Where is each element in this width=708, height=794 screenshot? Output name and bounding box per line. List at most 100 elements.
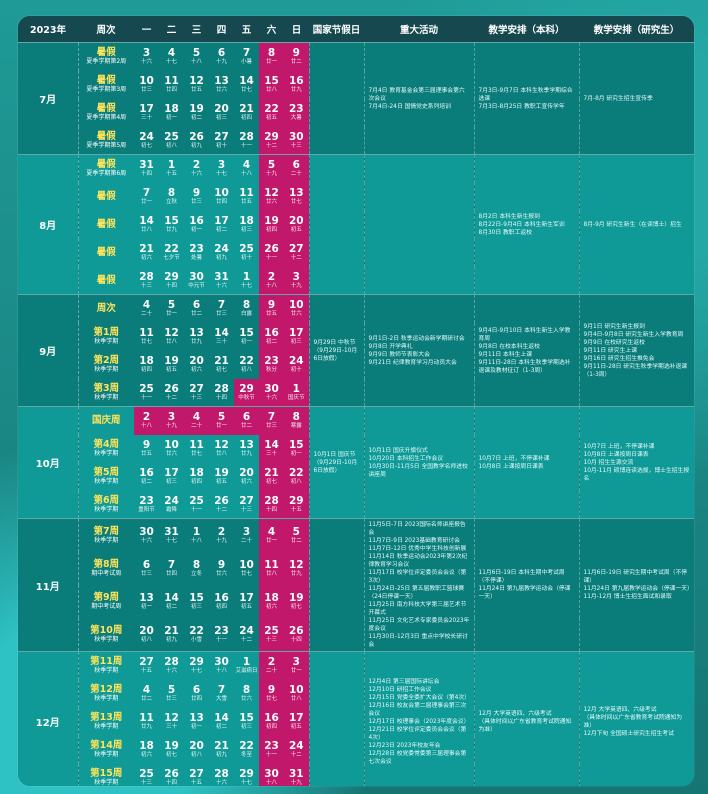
day-cell[interactable]: 27 十二	[284, 238, 309, 267]
day-cell[interactable]: 29 十四	[159, 267, 184, 295]
day-cell[interactable]: 2 二十	[259, 651, 284, 680]
day-cell[interactable]: 11 廿七	[184, 435, 209, 463]
day-cell[interactable]: 14 三十	[259, 434, 284, 463]
day-cell[interactable]: 3 十七	[209, 154, 234, 183]
day-cell[interactable]: 20 初三	[209, 99, 234, 127]
day-cell[interactable]: 3 二十	[234, 517, 259, 552]
day-cell[interactable]: 4 十八	[234, 154, 259, 183]
day-cell[interactable]: 21 初四	[234, 99, 259, 127]
day-cell[interactable]: 22 初八	[284, 462, 309, 491]
day-cell[interactable]: 13 初一	[134, 585, 159, 618]
day-cell[interactable]: 28 十一	[234, 127, 259, 155]
day-cell[interactable]: 10 廿六	[159, 435, 184, 463]
day-cell[interactable]: 11 廿七	[134, 323, 159, 351]
day-cell[interactable]: 5 廿二	[284, 517, 309, 552]
day-cell[interactable]: 22 七夕节	[159, 239, 184, 267]
day-cell[interactable]: 26 十二	[159, 379, 184, 407]
day-cell[interactable]: 30 十六	[259, 378, 284, 407]
day-cell[interactable]: 21 初六	[134, 239, 159, 267]
day-cell[interactable]: 19 初七	[284, 585, 309, 619]
day-cell[interactable]: 7 廿一	[134, 183, 159, 211]
day-cell[interactable]: 5 廿一	[159, 294, 184, 323]
day-cell[interactable]: 29 十七	[184, 651, 209, 680]
day-cell[interactable]: 12 三十	[159, 708, 184, 736]
day-cell[interactable]: 26 十四	[159, 764, 184, 786]
day-cell[interactable]: 16 初一	[184, 211, 209, 239]
day-cell[interactable]: 9 廿七	[259, 679, 284, 708]
day-cell[interactable]: 13 廿六	[209, 71, 234, 99]
day-cell[interactable]: 30 十八	[209, 651, 234, 680]
day-cell[interactable]: 11 廿四	[159, 71, 184, 99]
day-cell[interactable]: 4 廿一	[259, 517, 284, 552]
day-cell[interactable]: 18 初一	[159, 99, 184, 127]
day-cell[interactable]: 27 初十	[209, 127, 234, 155]
day-cell[interactable]: 23 大暑	[284, 98, 309, 127]
day-cell[interactable]: 18 初四	[184, 463, 209, 491]
day-cell[interactable]: 28 十六	[159, 651, 184, 680]
day-cell[interactable]: 4 二十	[134, 294, 159, 323]
day-cell[interactable]: 7 廿四	[159, 552, 184, 585]
day-cell[interactable]: 6 廿三	[134, 552, 159, 585]
day-cell[interactable]: 25 十三	[134, 764, 159, 786]
day-cell[interactable]: 6 二十	[284, 154, 309, 183]
day-cell[interactable]: 5 十九	[259, 154, 284, 183]
day-cell[interactable]: 9 廿六	[209, 552, 234, 585]
day-cell[interactable]: 16 初二	[134, 463, 159, 491]
day-cell[interactable]: 2 十八	[134, 406, 159, 435]
day-cell[interactable]: 4 廿二	[134, 680, 159, 708]
day-cell[interactable]: 31 十四	[134, 154, 159, 183]
day-cell[interactable]: 10 廿六	[284, 294, 309, 323]
day-cell[interactable]: 18 初四	[134, 351, 159, 379]
day-cell[interactable]: 21 初九	[159, 618, 184, 651]
day-cell[interactable]: 15 初三	[184, 585, 209, 618]
day-cell[interactable]: 24 初十	[284, 350, 309, 379]
day-cell[interactable]: 26 十二	[209, 491, 234, 519]
day-cell[interactable]: 23 处暑	[184, 239, 209, 267]
day-cell[interactable]: 12 廿六	[259, 182, 284, 211]
day-cell[interactable]: 29 十七	[234, 764, 259, 786]
day-cell[interactable]: 23 十一	[259, 735, 284, 764]
day-cell[interactable]: 30 十六	[134, 517, 159, 552]
day-cell[interactable]: 31 十七	[159, 517, 184, 552]
day-cell[interactable]: 7 小暑	[234, 42, 259, 71]
day-cell[interactable]: 4 二十	[184, 406, 209, 435]
day-cell[interactable]: 18 初三	[234, 211, 259, 239]
day-cell[interactable]: 25 十一	[184, 491, 209, 519]
day-cell[interactable]: 11 廿五	[234, 183, 259, 211]
day-cell[interactable]: 14 初二	[159, 585, 184, 618]
day-cell[interactable]: 5 十八	[184, 42, 209, 71]
day-cell[interactable]: 9 廿五	[134, 435, 159, 463]
day-cell[interactable]: 17 初三	[159, 463, 184, 491]
day-cell[interactable]: 23 秋分	[259, 350, 284, 379]
day-cell[interactable]: 19 初四	[259, 210, 284, 239]
day-cell[interactable]: 20 初八	[184, 736, 209, 764]
day-cell[interactable]: 20 初六	[184, 351, 209, 379]
day-cell[interactable]: 9 廿五	[259, 294, 284, 323]
day-cell[interactable]: 12 廿九	[284, 551, 309, 585]
day-cell[interactable]: 15 初三	[234, 708, 259, 736]
day-cell[interactable]: 30 中元节	[184, 267, 209, 295]
day-cell[interactable]: 6 廿二	[234, 406, 259, 435]
day-cell[interactable]: 24 初七	[134, 127, 159, 155]
day-cell[interactable]: 25 十三	[259, 618, 284, 652]
day-cell[interactable]: 6 廿四	[184, 680, 209, 708]
day-cell[interactable]: 21 初七	[209, 351, 234, 379]
day-cell[interactable]: 27 十五	[184, 764, 209, 786]
day-cell[interactable]: 26 初九	[184, 127, 209, 155]
day-cell[interactable]: 14 初二	[209, 708, 234, 736]
day-cell[interactable]: 16 初二	[259, 322, 284, 351]
day-cell[interactable]: 17 三十	[134, 99, 159, 127]
day-cell[interactable]: 18 初六	[259, 585, 284, 619]
day-cell[interactable]: 15 初一	[234, 323, 259, 351]
day-cell[interactable]: 31 十六	[209, 267, 234, 295]
day-cell[interactable]: 11 廿八	[259, 551, 284, 585]
day-cell[interactable]: 22 冬至	[234, 736, 259, 764]
day-cell[interactable]: 28 十三	[134, 267, 159, 295]
day-cell[interactable]: 19 初二	[184, 99, 209, 127]
day-cell[interactable]: 15 廿九	[159, 211, 184, 239]
day-cell[interactable]: 12 廿八	[159, 323, 184, 351]
day-cell[interactable]: 24 初九	[209, 239, 234, 267]
day-cell[interactable]: 28 十六	[209, 764, 234, 786]
day-cell[interactable]: 1 十七	[234, 267, 259, 295]
day-cell[interactable]: 9 廿三	[184, 183, 209, 211]
